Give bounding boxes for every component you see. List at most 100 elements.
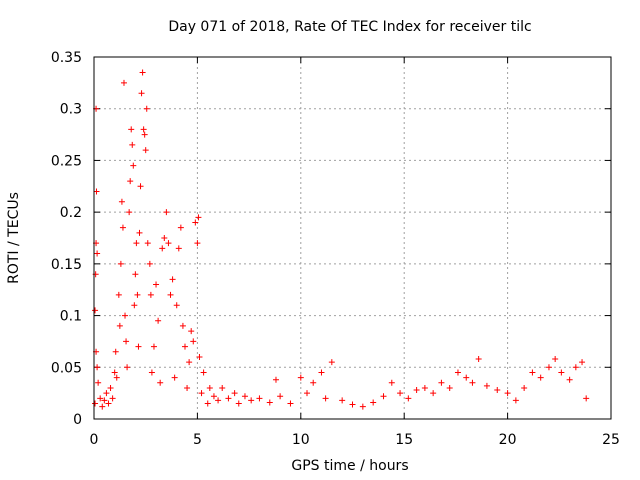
data-point bbox=[128, 126, 135, 133]
data-point bbox=[194, 240, 201, 247]
data-point bbox=[161, 235, 168, 241]
data-point bbox=[421, 384, 428, 391]
data-point bbox=[134, 291, 141, 298]
data-point bbox=[94, 250, 101, 257]
data-point bbox=[256, 395, 263, 402]
data-point bbox=[99, 403, 106, 410]
data-point bbox=[272, 376, 279, 383]
data-point bbox=[107, 384, 114, 391]
x-tick-label: 25 bbox=[602, 432, 620, 448]
plot-frame bbox=[93, 56, 612, 420]
grid-lines bbox=[94, 57, 611, 419]
data-point bbox=[558, 369, 565, 376]
data-point bbox=[397, 390, 404, 397]
data-point bbox=[112, 348, 119, 355]
data-point bbox=[579, 359, 586, 366]
data-point bbox=[430, 390, 437, 397]
data-point bbox=[583, 395, 590, 402]
data-point bbox=[210, 393, 217, 400]
data-point bbox=[150, 343, 157, 350]
data-point bbox=[248, 397, 255, 404]
data-point bbox=[190, 338, 197, 345]
data-point bbox=[165, 240, 172, 247]
data-point bbox=[512, 397, 519, 404]
data-point bbox=[504, 390, 511, 397]
chart-title: Day 071 of 2018, Rate Of TEC Index for r… bbox=[168, 19, 531, 35]
data-point bbox=[184, 384, 191, 391]
data-point bbox=[139, 69, 146, 76]
data-point bbox=[179, 322, 186, 329]
y-tick-label: 0.35 bbox=[51, 50, 82, 66]
data-point bbox=[204, 400, 211, 407]
data-point bbox=[130, 162, 137, 169]
data-point bbox=[521, 384, 528, 391]
data-point bbox=[94, 364, 101, 371]
data-point bbox=[529, 369, 536, 376]
y-tick-label: 0.05 bbox=[51, 360, 82, 376]
x-tick-label: 20 bbox=[499, 432, 517, 448]
data-point bbox=[388, 379, 395, 386]
data-point bbox=[413, 387, 420, 394]
data-point bbox=[115, 291, 122, 298]
data-point bbox=[147, 291, 154, 298]
data-point bbox=[159, 245, 166, 252]
data-point bbox=[494, 387, 501, 394]
data-point bbox=[136, 229, 143, 236]
data-point bbox=[109, 395, 116, 402]
data-point bbox=[175, 245, 182, 252]
data-points bbox=[92, 69, 590, 410]
data-point bbox=[219, 384, 226, 391]
data-point bbox=[105, 400, 112, 407]
x-axis-label: GPS time / hours bbox=[291, 458, 408, 474]
data-point bbox=[310, 379, 317, 386]
data-point bbox=[129, 141, 136, 148]
data-point bbox=[123, 338, 130, 345]
x-tick-label: 5 bbox=[193, 432, 202, 448]
y-axis-label: ROTI / TECUs bbox=[6, 192, 22, 284]
data-point bbox=[572, 364, 579, 371]
data-point bbox=[116, 322, 123, 329]
data-point bbox=[188, 328, 195, 335]
x-tick-label: 10 bbox=[292, 432, 310, 448]
y-tick-label: 0.1 bbox=[60, 309, 82, 325]
data-point bbox=[101, 397, 108, 404]
data-point bbox=[405, 395, 412, 402]
data-point bbox=[349, 401, 356, 408]
data-point bbox=[113, 374, 120, 381]
y-tick-label: 0 bbox=[73, 412, 82, 428]
data-point bbox=[141, 131, 148, 138]
data-point bbox=[297, 374, 304, 381]
data-point bbox=[142, 147, 149, 154]
data-point bbox=[138, 90, 145, 97]
data-point bbox=[140, 126, 147, 133]
data-point bbox=[328, 359, 335, 366]
data-point bbox=[137, 183, 144, 190]
data-point bbox=[143, 105, 150, 112]
data-point bbox=[117, 260, 124, 267]
data-point bbox=[195, 214, 202, 221]
data-point bbox=[92, 400, 99, 407]
data-point bbox=[169, 276, 176, 283]
y-tick-label: 0.25 bbox=[51, 153, 82, 169]
data-point bbox=[103, 390, 110, 397]
data-point bbox=[359, 403, 366, 410]
data-point bbox=[545, 364, 552, 371]
data-point bbox=[144, 240, 151, 247]
data-point bbox=[132, 271, 139, 278]
data-point bbox=[200, 369, 207, 376]
data-point bbox=[133, 240, 140, 247]
data-point bbox=[552, 356, 559, 363]
x-tick-label: 15 bbox=[395, 432, 413, 448]
data-point bbox=[135, 343, 142, 350]
data-point bbox=[126, 209, 133, 216]
data-point bbox=[446, 384, 453, 391]
data-point bbox=[339, 397, 346, 404]
data-point bbox=[118, 198, 125, 205]
data-point bbox=[225, 395, 232, 402]
data-point bbox=[304, 390, 311, 397]
data-point bbox=[148, 369, 155, 376]
x-tick-label: 0 bbox=[90, 432, 99, 448]
data-point bbox=[266, 399, 273, 406]
y-tick-label: 0.3 bbox=[60, 102, 82, 118]
